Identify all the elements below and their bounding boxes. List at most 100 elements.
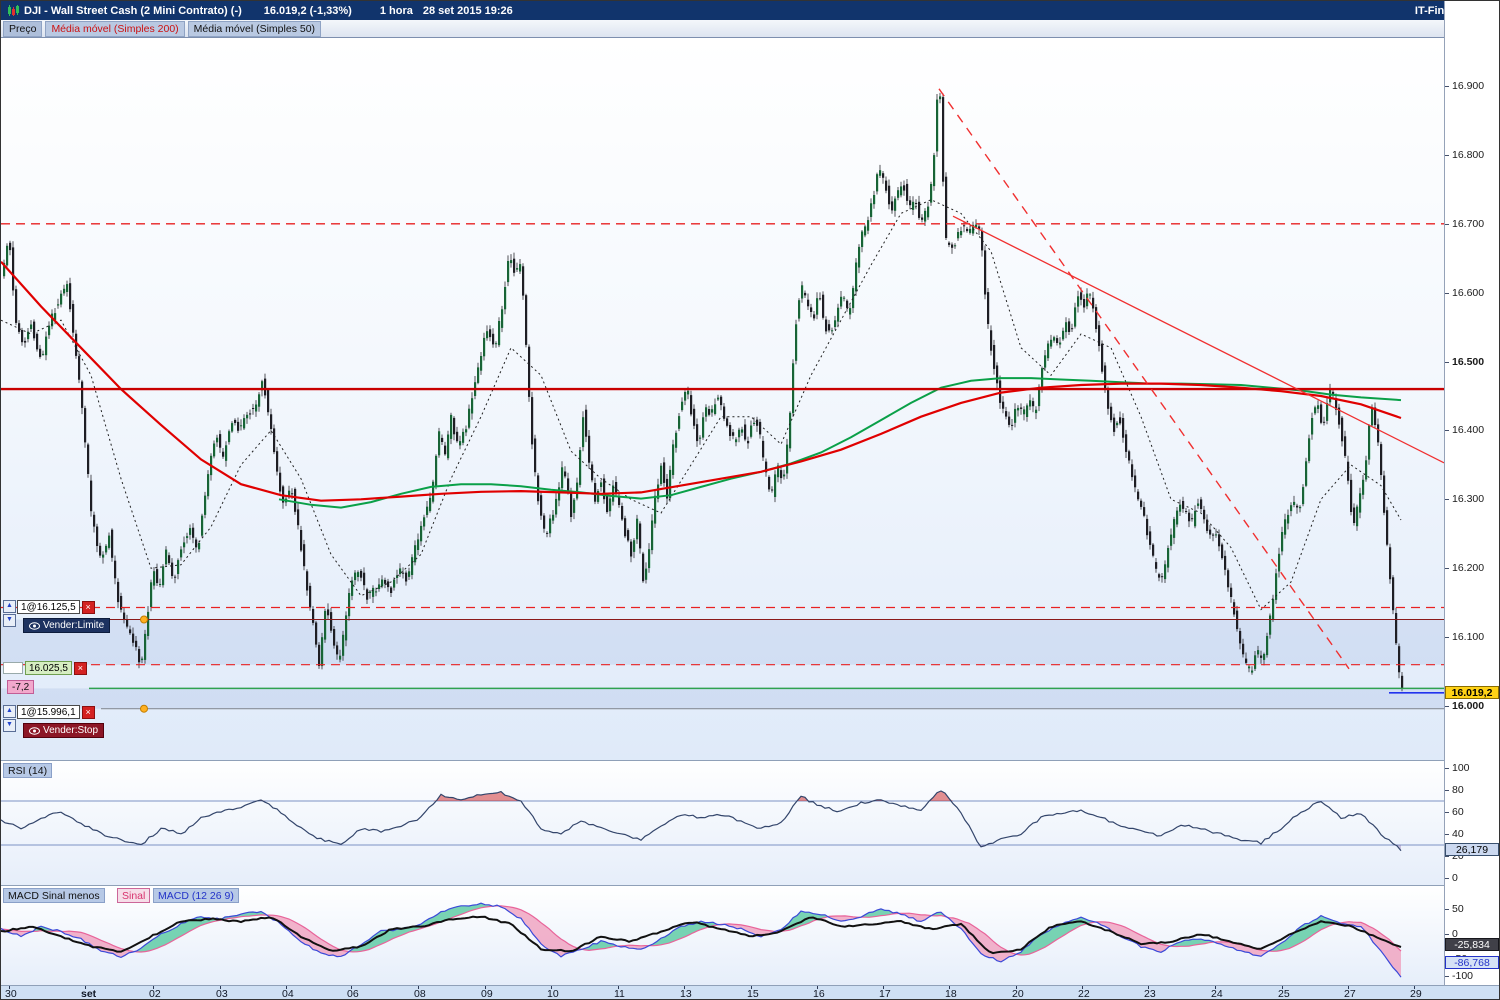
- sma50-line[interactable]: [278, 377, 1402, 509]
- order-stop-tag-row: Vender:Stop: [23, 723, 105, 738]
- price-axis-label: 16.300: [1452, 493, 1485, 505]
- price-axis[interactable]: 16.900 16.800 16.700 16.600 16.500 16.400 16.3…: [1444, 1, 1499, 999]
- ma-dashed-line[interactable]: [1, 199, 1402, 611]
- macd-histogram-fill: [1229, 942, 1233, 948]
- macd-histogram-fill: [997, 944, 1001, 962]
- macd-histogram-fill: [1113, 923, 1117, 935]
- price-chart-canvas[interactable]: [1, 38, 1444, 761]
- time-axis-label: 17: [879, 988, 891, 1000]
- rsi-panel[interactable]: [1, 761, 1444, 885]
- macd-panel[interactable]: [1, 886, 1444, 985]
- macd-histogram-fill: [81, 932, 85, 943]
- macd-histogram-fill: [453, 906, 457, 918]
- time-axis[interactable]: 30 set 02 03 04 06 08 09 10 11 13 15 16 17 18 20 22 23 24 2…: [1, 985, 1499, 1000]
- rsi-indicator-chip[interactable]: RSI (14): [3, 763, 53, 778]
- time-axis-label: 15: [747, 988, 759, 1000]
- sma200-line[interactable]: [1, 260, 1402, 502]
- close-icon[interactable]: [73, 661, 87, 675]
- time-axis-label: 20: [1012, 988, 1024, 1000]
- time-axis-label: 27: [1344, 988, 1356, 1000]
- macd-histogram-fill: [17, 930, 21, 937]
- order-zone: [1, 619, 1444, 665]
- macd-minus-line[interactable]: [1, 915, 1402, 955]
- rsi-axis-tick: [1445, 856, 1449, 857]
- macd-histogram-fill: [557, 935, 561, 957]
- sell-stop-tag[interactable]: Vender:Stop: [23, 723, 105, 738]
- macd-histogram-fill: [1193, 939, 1197, 946]
- order-fill-marker[interactable]: [140, 615, 148, 624]
- order-stop-qty-price[interactable]: 1@15.996,1: [17, 705, 80, 719]
- macd-histogram-fill: [177, 923, 181, 939]
- close-icon[interactable]: [81, 705, 95, 719]
- arrow-down-icon[interactable]: [3, 719, 16, 732]
- order-stop-adjust: [3, 705, 16, 732]
- time-axis-label: 22: [1078, 988, 1090, 1000]
- macd-histogram-fill: [597, 940, 601, 950]
- macd-histogram-fill: [1353, 922, 1357, 927]
- order-modify-price[interactable]: 16.025,5: [25, 661, 72, 675]
- macd-histogram-fill: [449, 907, 453, 920]
- arrow-down-icon[interactable]: [3, 614, 16, 627]
- macd-histogram-fill: [593, 943, 597, 950]
- macd-histogram-fill: [169, 929, 173, 943]
- order-stop-row: 1@15.996,1: [17, 705, 95, 719]
- rsi-line[interactable]: [1, 790, 1402, 852]
- macd-histogram-fill: [185, 920, 189, 934]
- macd-histogram-fill: [441, 911, 445, 922]
- macd-histogram-fill: [517, 908, 521, 919]
- price-axis-tick: [1445, 637, 1449, 638]
- price-axis-label: 16.800: [1452, 149, 1485, 161]
- macd-signal-chip[interactable]: Sinal: [117, 888, 151, 903]
- order-zone: [1, 688, 1444, 709]
- time-axis-tick: [418, 986, 419, 989]
- macd-histogram-fill: [549, 928, 553, 952]
- price-chart[interactable]: © IT-Finance.com: [1, 38, 1444, 790]
- order-price-input[interactable]: [3, 662, 23, 674]
- macd-histogram-fill: [685, 924, 689, 937]
- sell-limit-tag[interactable]: Vender:Limite: [23, 618, 111, 633]
- arrow-up-icon[interactable]: [3, 705, 16, 718]
- macd-chip[interactable]: MACD (12 26 9): [153, 888, 239, 903]
- rsi-oversold-fill: [1, 845, 1401, 851]
- macd-canvas[interactable]: [1, 886, 1444, 985]
- macd-signal-line[interactable]: [1, 905, 1402, 956]
- timeframe-label: 1 hora: [379, 4, 413, 17]
- order-fill-marker[interactable]: [140, 704, 148, 713]
- macd-histogram-fill: [917, 914, 921, 922]
- chip-sma50[interactable]: Média móvel (Simples 50): [187, 20, 322, 37]
- time-axis-tick: [1148, 986, 1149, 989]
- macd-histogram-fill: [541, 922, 545, 948]
- eye-icon: [29, 726, 40, 735]
- macd-histogram-fill: [1057, 924, 1061, 940]
- macd-histogram-fill: [909, 913, 913, 918]
- close-icon[interactable]: [81, 600, 95, 614]
- price-axis-tick: [1445, 86, 1449, 87]
- order-limit-qty-price[interactable]: 1@16.125,5: [17, 600, 80, 614]
- rsi-canvas[interactable]: [1, 761, 1444, 885]
- time-axis-tick: [551, 986, 552, 989]
- trend-line[interactable]: [938, 88, 1350, 670]
- macd-histogram-fill: [1257, 949, 1261, 957]
- macd-histogram-fill: [461, 905, 465, 915]
- time-axis-tick: [1348, 986, 1349, 989]
- arrow-up-icon[interactable]: [3, 600, 16, 613]
- time-axis-label: 02: [149, 988, 161, 1000]
- macd-line[interactable]: [1, 902, 1402, 978]
- macd-histogram-fill: [397, 929, 401, 937]
- macd-histogram-fill: [389, 930, 393, 941]
- price-axis-label: 16.100: [1452, 631, 1485, 643]
- sell-limit-label: Vender:Limite: [43, 620, 105, 631]
- macd-histogram-fill: [181, 922, 185, 937]
- chip-price[interactable]: Preço: [3, 20, 43, 37]
- last-price-change: 16.019,2 (-1,33%): [263, 4, 352, 17]
- macd-histogram-fill: [553, 932, 557, 954]
- rsi-title: RSI (14): [8, 764, 48, 777]
- app-candlestick-icon: [8, 5, 19, 16]
- macd-histogram-fill: [249, 912, 253, 917]
- price-axis-tick: [1445, 362, 1449, 363]
- macd-minus-chip[interactable]: MACD Sinal menos: [3, 888, 105, 903]
- price-axis-tick: [1445, 706, 1449, 707]
- chip-sma200[interactable]: Média móvel (Simples 200): [45, 20, 185, 37]
- trend-line[interactable]: [952, 215, 1444, 464]
- time-axis-tick: [1282, 986, 1283, 989]
